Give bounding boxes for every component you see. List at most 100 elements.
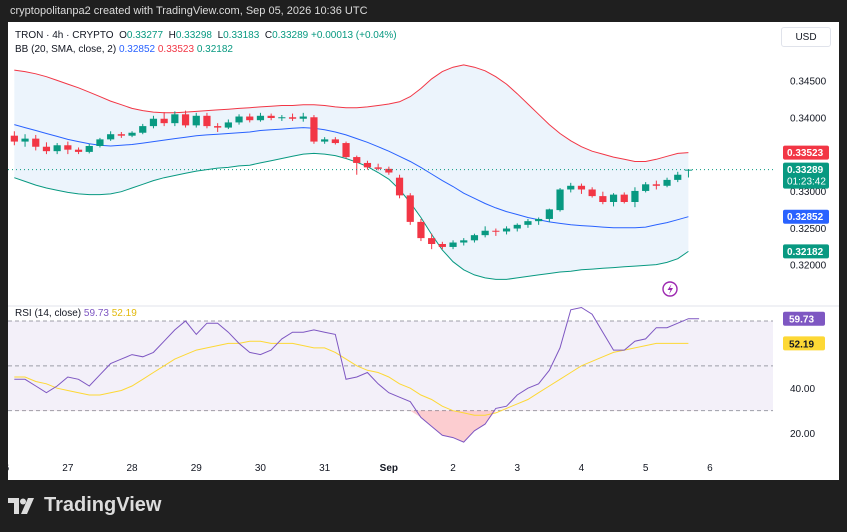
candle-body	[342, 143, 350, 158]
candles-layer	[8, 110, 773, 250]
candle	[321, 137, 329, 144]
time-axis-tick: 4	[579, 463, 585, 474]
close-value: 0.33289	[272, 30, 309, 41]
price-chart-svg[interactable]: 0.34500 0.34000 0.33000 0.32500 0.32000 0.335…	[8, 22, 839, 480]
candle-body	[32, 138, 40, 147]
change-value: +0.00013 (+0.04%)	[311, 30, 397, 41]
candle	[256, 112, 265, 122]
open-value: 0.33277	[126, 30, 164, 41]
chart-creator-caption: cryptopolitanpa2 created with TradingVie…	[10, 5, 368, 17]
candle-body	[620, 194, 628, 202]
countdown-value: 01:23:42	[787, 177, 826, 188]
candle-body	[299, 116, 307, 119]
candle-body	[171, 114, 179, 124]
rsi-price-label-bg	[783, 311, 825, 326]
brand-name: TradingView	[44, 494, 162, 516]
tradingview-logo[interactable]: TradingView	[8, 494, 161, 517]
candle	[417, 218, 425, 242]
candle-body	[524, 221, 532, 225]
low-value: 0.33183	[223, 30, 260, 41]
candle-body	[10, 135, 18, 142]
candle-body	[545, 209, 553, 219]
candle	[96, 137, 104, 148]
candle	[267, 113, 275, 121]
candle-body	[652, 184, 660, 186]
candle	[53, 143, 61, 155]
candle-body	[117, 134, 125, 136]
chart-panel[interactable]: TRON · 4h · CRYPTO O0.33277 H0.33298 L0.…	[8, 22, 839, 480]
rsi-value: 59.73	[83, 308, 109, 319]
price-axis-tick: 0.33000	[790, 187, 827, 198]
candle	[342, 141, 350, 159]
bb-label: BB (20, SMA, close, 2)	[15, 44, 117, 55]
candle	[353, 155, 361, 175]
time-axis-tick: 29	[191, 463, 203, 474]
candle-body	[428, 238, 436, 244]
candle-body	[74, 149, 83, 152]
time-axis-tick: 30	[255, 463, 267, 474]
candle	[107, 131, 115, 141]
candle	[74, 147, 83, 155]
currency-button[interactable]: USD	[781, 27, 831, 47]
candle	[470, 233, 479, 243]
candle-body	[642, 184, 650, 191]
candle	[299, 112, 307, 122]
price-axis-tick: 0.32500	[790, 224, 827, 235]
candle	[631, 187, 639, 208]
candle-body	[385, 168, 393, 173]
rsi-layer	[8, 306, 773, 443]
bb-legend: BB (20, SMA, close, 2) 0.32852 0.33523 0…	[15, 44, 233, 55]
candle-body	[631, 190, 639, 202]
candle	[64, 141, 72, 155]
candle-body	[224, 122, 232, 128]
bollinger-basis-line	[14, 124, 689, 229]
time-axis-tick: 5	[643, 463, 649, 474]
time-axis-tick: 28	[126, 463, 138, 474]
candle-body	[599, 196, 607, 202]
candle	[21, 134, 29, 147]
candle	[160, 112, 168, 127]
candle-body	[577, 185, 586, 190]
candle-body	[331, 139, 339, 144]
candle-body	[214, 126, 222, 128]
candle	[171, 111, 179, 127]
rsi-price-label-value: 52.19	[789, 339, 814, 350]
candle-body	[588, 189, 596, 197]
candle	[556, 188, 564, 212]
alert-icon[interactable]	[662, 281, 678, 297]
candle-body	[246, 116, 254, 121]
candle	[374, 163, 382, 171]
candle	[395, 174, 404, 199]
candle-body	[160, 118, 168, 124]
candle	[235, 114, 243, 125]
high-value: 0.33298	[175, 30, 212, 41]
open-label: O	[119, 30, 127, 41]
time-axis-tick: 26	[8, 463, 10, 474]
candle-body	[567, 185, 575, 190]
candle-body	[107, 134, 115, 140]
rsi-price-label-bg	[783, 336, 825, 351]
candle-body	[492, 230, 500, 232]
candle-body	[310, 117, 318, 142]
bb-upper-value: 0.33523	[157, 44, 195, 55]
candle	[492, 228, 500, 236]
candle-body	[449, 242, 457, 247]
candle-body	[674, 174, 682, 180]
price-axis-tick: 0.34500	[790, 76, 827, 87]
bollinger-band-layer	[14, 64, 689, 280]
candle	[438, 241, 446, 250]
candle	[599, 191, 607, 205]
candle-body	[203, 115, 211, 127]
candle-body	[470, 235, 479, 241]
ohlc-legend: TRON · 4h · CRYPTO O0.33277 H0.33298 L0.…	[15, 30, 397, 41]
axis-layer: 0.34500 0.34000 0.33000 0.32500 0.32000 0.335…	[8, 76, 829, 474]
candle-body	[502, 228, 511, 232]
candle-body	[406, 195, 414, 222]
rsi-label: RSI (14, close)	[15, 308, 82, 319]
candle-body	[395, 177, 404, 196]
candle-body	[513, 224, 521, 229]
bollinger-band-fill	[14, 64, 689, 280]
candle	[214, 123, 222, 132]
candle-body	[42, 146, 51, 152]
candle-body	[288, 117, 297, 119]
